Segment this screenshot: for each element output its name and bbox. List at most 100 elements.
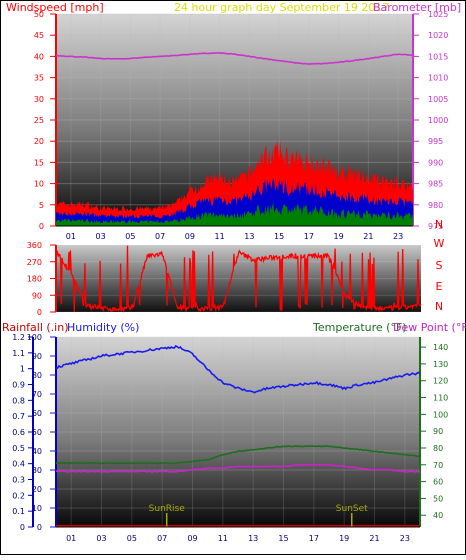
wind-tick-label: 25 (34, 116, 44, 125)
humidity-tick-label: 10 (32, 504, 42, 513)
rain-tick-label: 0.2 (12, 491, 25, 500)
wind-tick-label: 15 (34, 158, 44, 167)
barometer-tick-labels: 975 980 985 990 995 1000 1005 1010 1015 1020 1025 (413, 10, 448, 231)
rain-tick-label: 0.3 (12, 476, 25, 485)
humidity-tick-label: 30 (32, 466, 42, 475)
direction-tick-label: 0 (37, 308, 42, 317)
direction-series-group (55, 245, 422, 313)
wind-x-tick-labels: 01 03 05 07 09 11 13 15 17 19 21 23 (66, 232, 403, 241)
compass-label: W (434, 237, 445, 250)
rain-tick-label: 1.2 (12, 333, 25, 342)
chart-title: 24 hour graph day September 19 2017 (174, 1, 389, 14)
direction-tick-label: 180 (27, 275, 42, 284)
wind-x-tick-label: 11 (215, 232, 225, 241)
humidity-tick-label: 100 (27, 333, 42, 342)
barometer-tick-label: 1025 (428, 10, 448, 19)
wind-tick-label: 45 (34, 31, 44, 40)
wind-tick-label: 10 (34, 180, 44, 189)
temp-x-tick-label: 17 (309, 534, 319, 543)
sunrise-marker-label: SunRise (149, 504, 186, 514)
temperature-tick-label: 120 (433, 377, 448, 386)
wind-tick-label: 30 (34, 95, 44, 104)
temperature-tick-label: 110 (433, 394, 448, 403)
compass-label: N (435, 300, 443, 313)
sunset-marker-label: SunSet (336, 504, 368, 514)
humidity-tick-label: 50 (32, 428, 42, 437)
wind-tick-labels: 0 5 10 15 20 25 30 35 40 45 50 (34, 10, 56, 231)
barometer-tick-label: 1005 (428, 95, 448, 104)
wind-x-tick-label: 05 (125, 232, 135, 241)
direction-tick-labels: 0 90 180 270 360 (27, 241, 56, 317)
temp-x-tick-label: 23 (400, 534, 410, 543)
humidity-tick-label: 0 (37, 523, 42, 532)
wind-x-tick-label: 13 (244, 232, 254, 241)
humidity-tick-label: 80 (32, 371, 42, 380)
temp-x-tick-label: 03 (96, 534, 106, 543)
rain-tick-label: 1 (20, 365, 25, 374)
humidity-tick-label: 90 (32, 352, 42, 361)
temperature-line (55, 445, 421, 465)
temp-x-tick-label: 21 (369, 534, 379, 543)
humidity-tick-label: 20 (32, 485, 42, 494)
temperature-tick-label: 130 (433, 360, 448, 369)
wind-tick-label: 5 (39, 201, 44, 210)
compass-label: N (435, 218, 443, 231)
temp-x-tick-label: 07 (157, 534, 167, 543)
temperature-tick-label: 80 (433, 444, 443, 453)
wind-x-tick-label: 19 (334, 232, 344, 241)
wind-x-tick-label: 07 (155, 232, 165, 241)
wind-tick-label: 50 (34, 10, 44, 19)
dewpoint-line (55, 463, 421, 473)
rain-tick-label: 0.4 (12, 460, 25, 469)
barometer-line (55, 51, 414, 66)
temp-x-tick-labels: 01 03 05 07 09 11 13 15 17 19 21 23 (66, 534, 410, 543)
temp-x-tick-label: 01 (66, 534, 76, 543)
humidity-axis-title: Humidity (%) (67, 321, 139, 334)
direction-tick-label: 90 (32, 291, 42, 300)
wind-x-tick-label: 21 (363, 232, 373, 241)
temperature-tick-label: 50 (433, 494, 443, 503)
barometer-tick-label: 975 (428, 222, 443, 231)
barometer-tick-label: 990 (428, 158, 443, 167)
rain-tick-label: 0.8 (12, 396, 25, 405)
wind-tick-label: 40 (34, 52, 44, 61)
dewpoint-axis-title: Dew Point (°F) (393, 321, 466, 334)
wind-tick-label: 35 (34, 74, 44, 83)
barometer-tick-label: 1020 (428, 31, 448, 40)
temperature-tick-label: 70 (433, 461, 443, 470)
temp-series-group (55, 344, 421, 527)
rain-tick-label: 0.6 (12, 428, 25, 437)
wind-x-tick-label: 01 (66, 232, 76, 241)
rain-tick-label: 0 (20, 523, 25, 532)
temperature-tick-label: 90 (433, 427, 443, 436)
rain-tick-labels: 0 0.1 0.2 0.3 0.4 0.5 0.6 0.7 0.8 0.9 1 1.1 1.2 (12, 333, 33, 532)
windspeed-low-area (56, 201, 413, 226)
barometer-tick-label: 1010 (428, 74, 448, 83)
temperature-tick-label: 100 (433, 410, 448, 419)
wind-x-tick-label: 23 (393, 232, 403, 241)
temp-x-tick-label: 15 (278, 534, 288, 543)
wind-x-tick-label: 15 (274, 232, 284, 241)
humidity-tick-label: 40 (32, 447, 42, 456)
compass-label: E (436, 280, 443, 293)
barometer-tick-label: 980 (428, 201, 443, 210)
rain-tick-label: 1.1 (12, 349, 25, 358)
barometer-tick-label: 1000 (428, 116, 448, 125)
temp-x-tick-label: 09 (187, 534, 197, 543)
wind-x-tick-label: 09 (185, 232, 195, 241)
direction-gridlines (56, 244, 421, 313)
barometer-tick-label: 1015 (428, 52, 448, 61)
rain-tick-label: 0.5 (12, 444, 25, 453)
temp-x-tick-label: 19 (339, 534, 349, 543)
temp-x-tick-label: 13 (248, 534, 258, 543)
humidity-tick-label: 60 (32, 409, 42, 418)
humidity-tick-labels: 0 10 20 30 40 50 60 70 80 90 100 (27, 333, 56, 532)
temperature-tick-label: 40 (433, 511, 443, 520)
wind-x-tick-label: 17 (304, 232, 314, 241)
temp-x-tick-label: 11 (218, 534, 228, 543)
compass-label: S (436, 259, 443, 272)
wind-direction-line (55, 245, 422, 313)
